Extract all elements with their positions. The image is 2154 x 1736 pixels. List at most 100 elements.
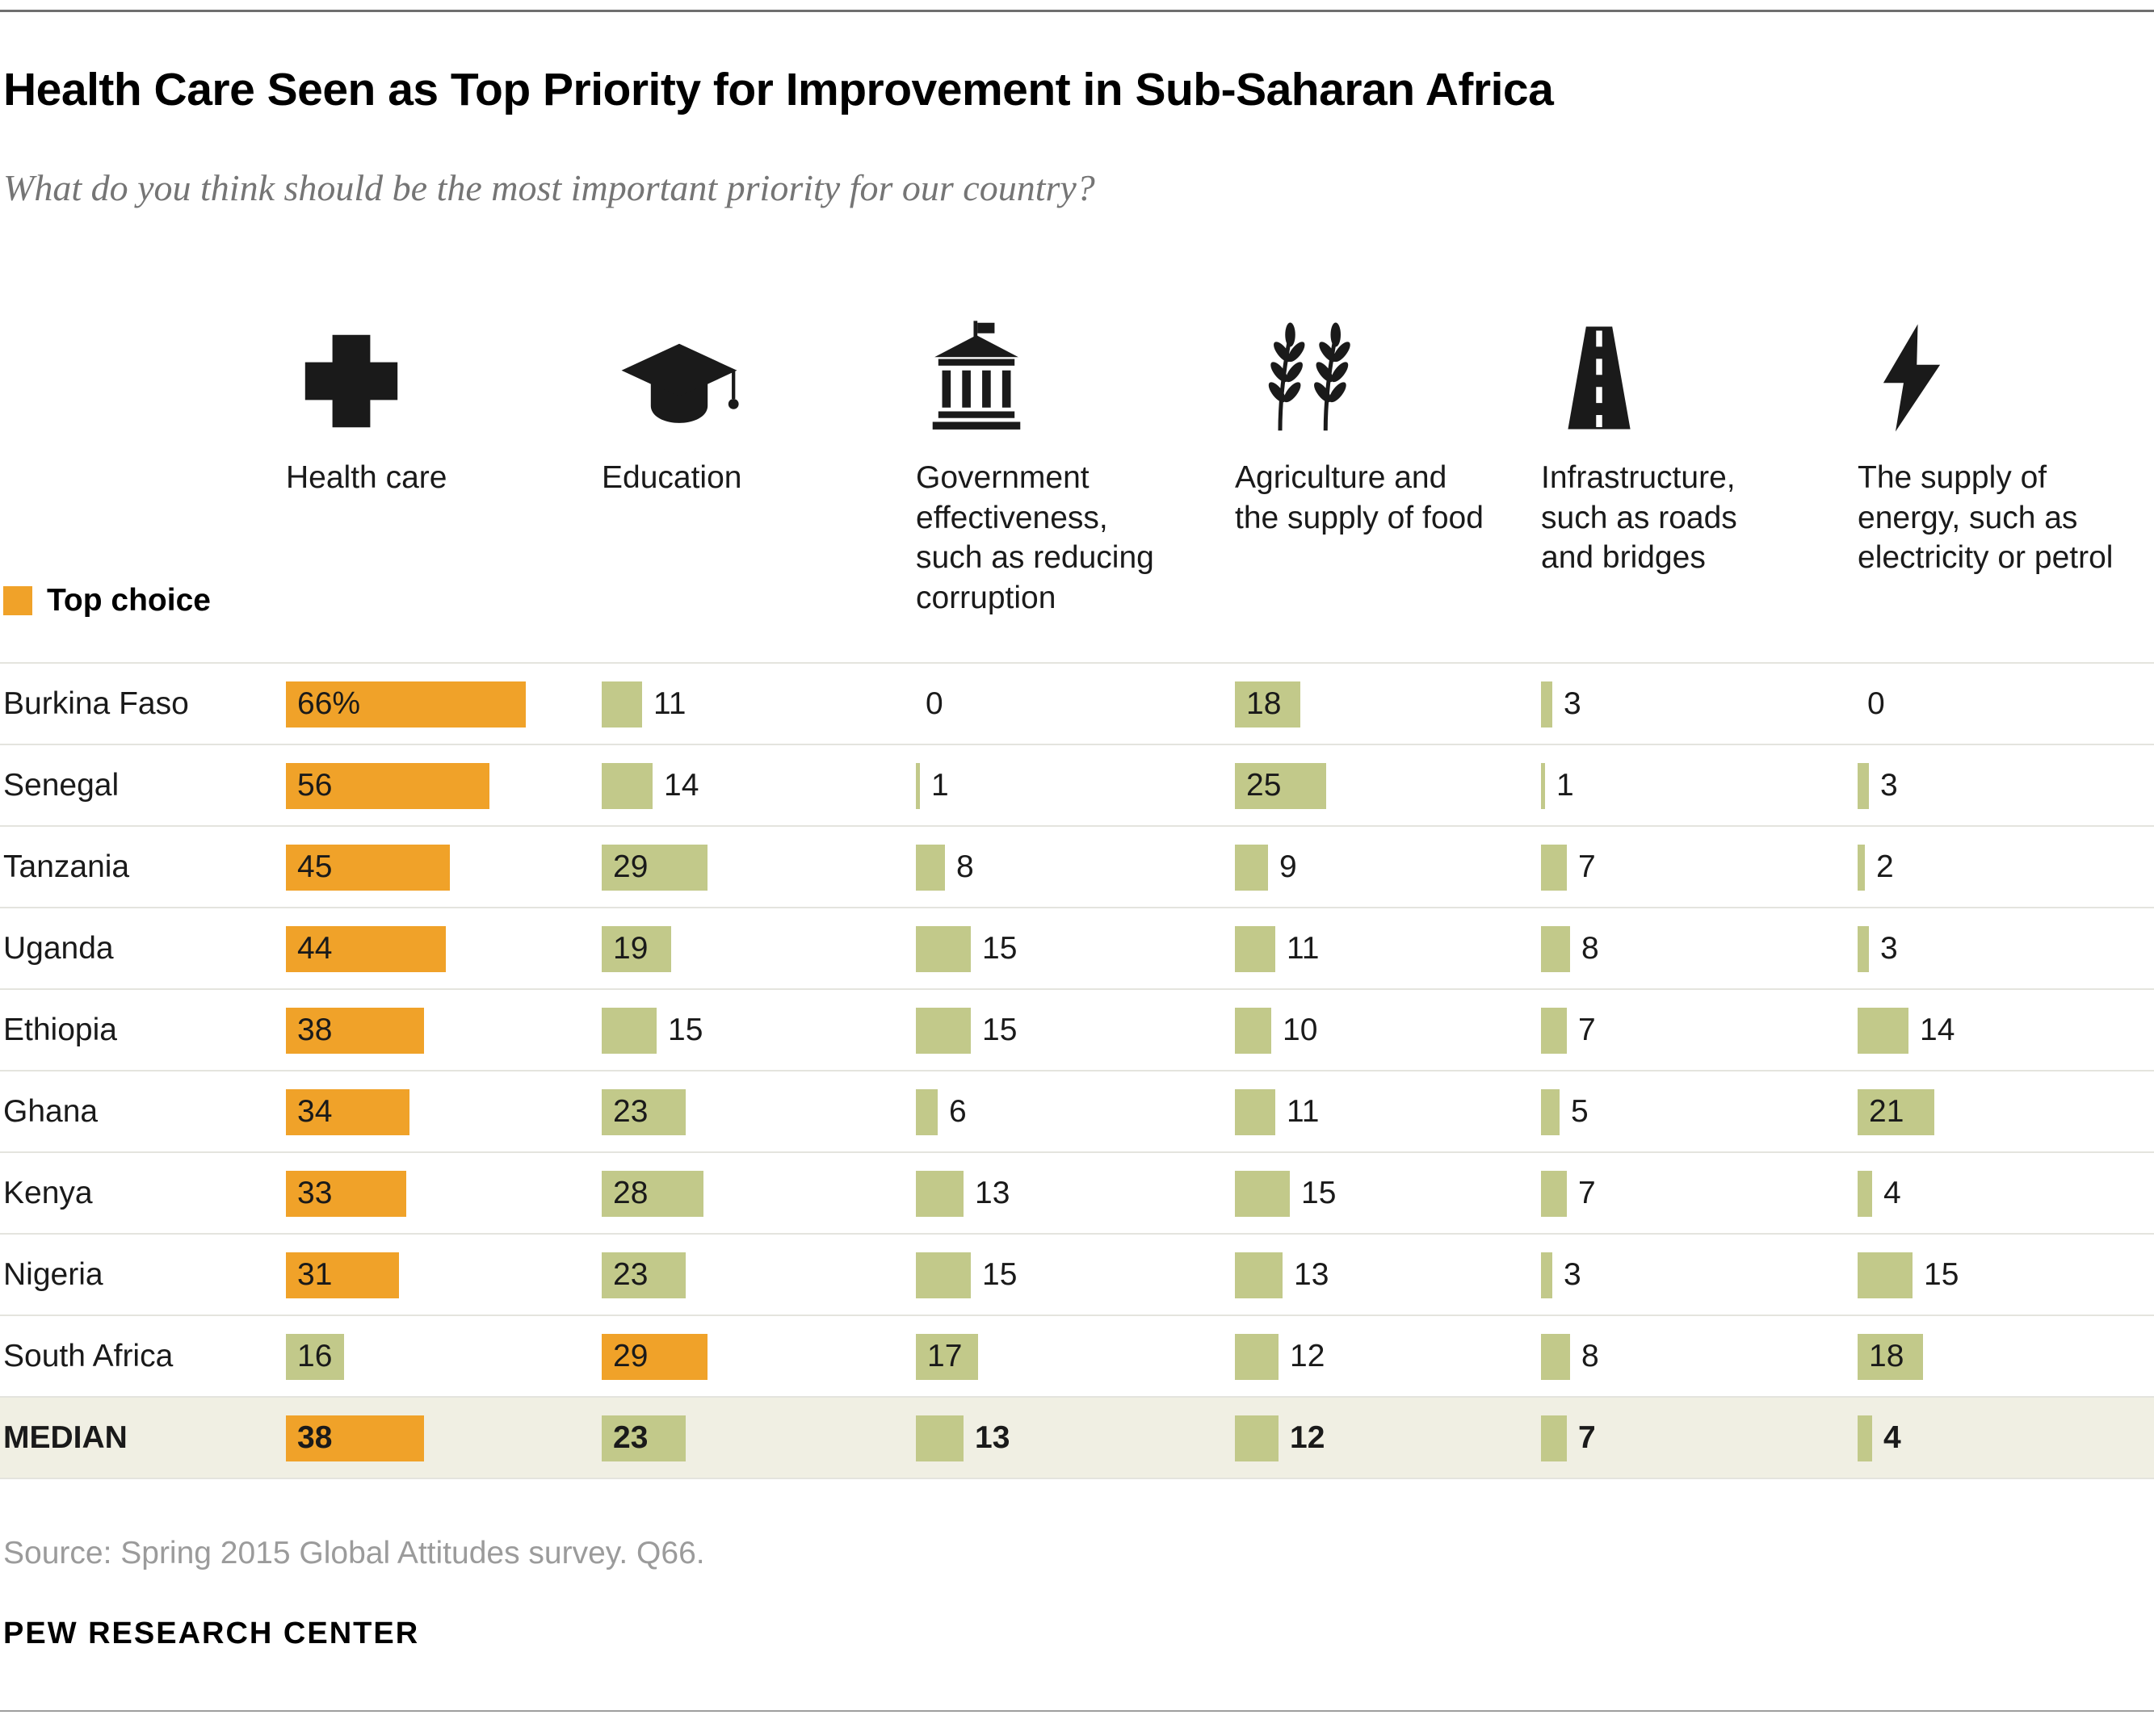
bar: [602, 1008, 657, 1054]
road-icon: [1554, 300, 1816, 434]
table-row: Tanzania 45 29 8 9 7 2: [0, 827, 2154, 908]
table-row: Senegal 56 14 1 25 1 3: [0, 745, 2154, 827]
row-label: Senegal: [3, 767, 120, 803]
source-note: Source: Spring 2015 Global Attitudes sur…: [3, 1536, 705, 1570]
table-row: Kenya 33 28 13 15 7 4: [0, 1153, 2154, 1235]
bar: [916, 1008, 971, 1054]
table-row: South Africa 16 29 17 12 8 18: [0, 1316, 2154, 1398]
bar-value: 13: [975, 1175, 1010, 1210]
column-label: Education: [602, 460, 742, 495]
bar-top-choice: [286, 681, 526, 728]
bar-value: 1: [931, 767, 949, 803]
bar-value: 11: [653, 686, 687, 721]
bar-value: 3: [1564, 686, 1581, 721]
bar-value: 4: [1883, 1175, 1901, 1210]
bar-value: 38: [297, 1012, 333, 1047]
bar: [1235, 1415, 1279, 1461]
bar-value: 45: [297, 849, 333, 884]
bar: [602, 681, 642, 728]
bar: [916, 1415, 964, 1461]
bar: [1235, 845, 1268, 891]
bar-value: 15: [1301, 1175, 1337, 1210]
bar: [1235, 926, 1275, 972]
bar-top-choice: [286, 1415, 424, 1461]
bar: [1235, 1252, 1283, 1298]
bar-value: 21: [1869, 1093, 1904, 1129]
bar: [1858, 845, 1865, 891]
bar: [602, 763, 653, 809]
bar-value: 15: [982, 1012, 1018, 1047]
bar-value: 4: [1883, 1419, 1901, 1455]
row-label: Ethiopia: [3, 1012, 117, 1047]
bar: [1235, 1089, 1275, 1135]
bar-value: 0: [1867, 686, 1885, 721]
bar-value: 1: [1556, 767, 1574, 803]
bar: [1858, 1252, 1913, 1298]
graduation-cap-icon: [615, 300, 876, 434]
bar-value: 10: [1283, 1012, 1318, 1047]
table-row: Ethiopia 38 15 15 10 7 14: [0, 990, 2154, 1071]
column-header-health-care: Health care: [286, 300, 561, 498]
column-label: Health care: [286, 460, 447, 495]
bar: [1858, 1008, 1908, 1054]
page-title: Health Care Seen as Top Priority for Imp…: [3, 64, 1554, 115]
bar: [1541, 1334, 1570, 1380]
bar-value: 18: [1869, 1338, 1904, 1373]
bar-value: 7: [1578, 1419, 1596, 1455]
bar-value: 13: [1294, 1256, 1329, 1292]
bar-value: 31: [297, 1256, 333, 1292]
chart-subtitle: What do you think should be the most imp…: [3, 167, 1095, 208]
row-label: South Africa: [3, 1338, 174, 1373]
bar-top-choice: [286, 1171, 406, 1217]
legend-top-choice-swatch: [3, 586, 32, 615]
bar: [602, 845, 708, 891]
bar: [1235, 1008, 1271, 1054]
bar-top-choice: [286, 845, 450, 891]
bar-value: 8: [1581, 930, 1599, 966]
bar-value: 11: [1287, 930, 1320, 966]
pew-research-center-wordmark: PEW RESEARCH CENTER: [3, 1616, 420, 1650]
bar-value: 7: [1578, 849, 1596, 884]
bar: [1858, 1415, 1872, 1461]
bar-top-choice: [286, 763, 489, 809]
row-label: Nigeria: [3, 1256, 103, 1292]
bar-value: 7: [1578, 1012, 1596, 1047]
bar-value: 16: [297, 1338, 333, 1373]
bar-value: 18: [1246, 686, 1282, 721]
bar-value: 15: [982, 930, 1018, 966]
bottom-rule: [0, 1710, 2154, 1712]
bar-top-choice: [602, 1334, 708, 1380]
column-label: Agriculture and the supply of food: [1235, 460, 1484, 535]
legend-label: Top choice: [47, 583, 211, 618]
bar: [602, 1252, 686, 1298]
bar-value: 9: [1279, 849, 1297, 884]
bar: [1235, 681, 1300, 728]
bar: [1541, 1008, 1567, 1054]
bar-value: 8: [1581, 1338, 1599, 1373]
bar-value: 28: [613, 1175, 649, 1210]
legend: Top choice: [3, 583, 211, 619]
bar-value: 3: [1880, 930, 1898, 966]
bar: [1541, 845, 1567, 891]
government-building-icon: [929, 300, 1190, 434]
table-row: Nigeria 31 23 15 13 3 15: [0, 1235, 2154, 1316]
bar-top-choice: [286, 1008, 424, 1054]
bar: [1541, 926, 1570, 972]
column-header-energy: The supply of energy, such as electricit…: [1858, 300, 2132, 578]
row-label: Uganda: [3, 930, 114, 966]
column-header-education: Education: [602, 300, 876, 498]
bar-value: 12: [1290, 1419, 1325, 1455]
bar: [602, 926, 671, 972]
row-label: Burkina Faso: [3, 686, 189, 721]
bar-value: 11: [1287, 1093, 1320, 1129]
bar: [1541, 1089, 1560, 1135]
bar: [1541, 1415, 1567, 1461]
bar: [1858, 1089, 1934, 1135]
row-label: Ghana: [3, 1093, 99, 1129]
health-cross-icon: [299, 300, 561, 434]
bar-value: 0: [926, 686, 943, 721]
bar-value: 23: [613, 1256, 649, 1292]
bar-value: 7: [1578, 1175, 1596, 1210]
bar-top-choice: [286, 1252, 399, 1298]
bar: [602, 1171, 703, 1217]
